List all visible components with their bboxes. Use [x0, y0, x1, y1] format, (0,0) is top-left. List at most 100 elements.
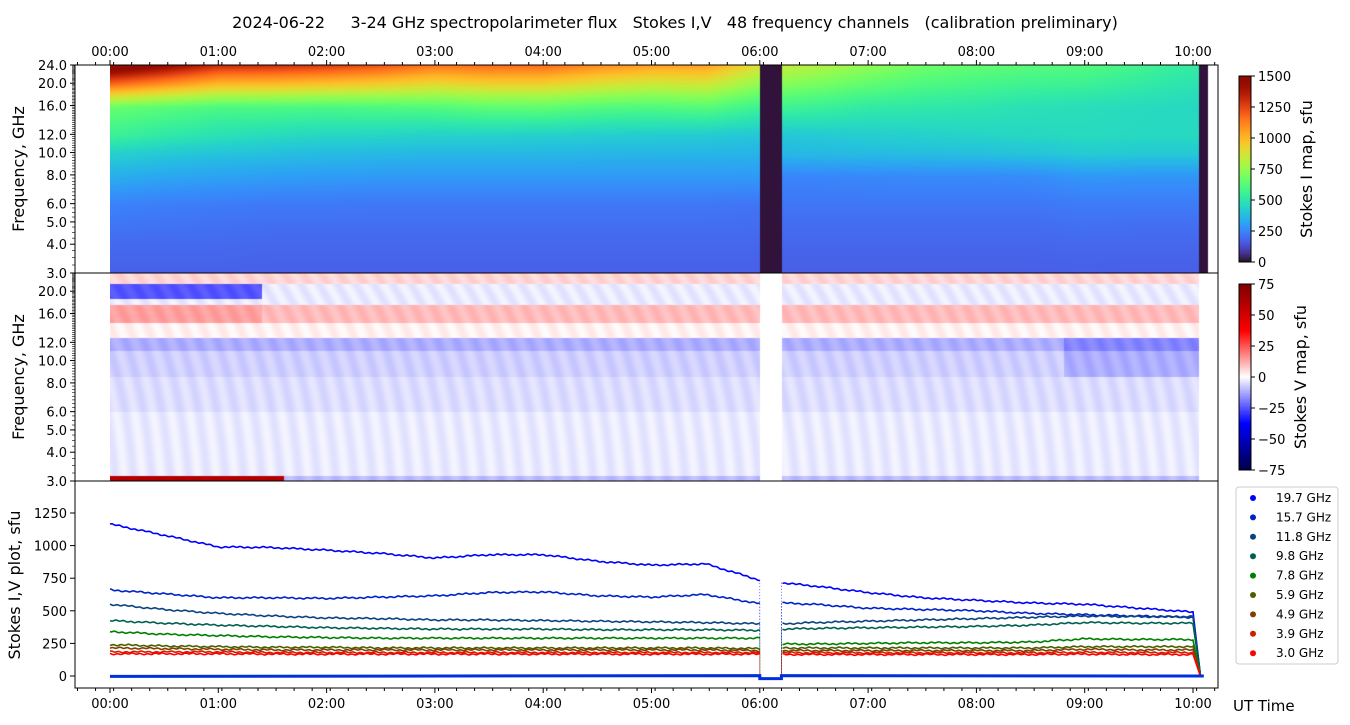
stokes-v-series-line [109, 674, 1204, 681]
colorbar-i-tick-label: 1000 [1258, 132, 1291, 147]
legend-label: 3.0 GHz [1276, 646, 1324, 660]
y-tick-label: 8.0 [46, 169, 67, 184]
stokes-v-heatmap [110, 273, 1218, 481]
series-line-5-9-GHz [109, 643, 1202, 677]
x-tick-label-bottom: 09:00 [1066, 697, 1103, 712]
legend-marker [1250, 630, 1256, 637]
legend-label: 5.9 GHz [1276, 588, 1324, 602]
y-tick-label: 3.0 [46, 267, 67, 282]
x-tick-label-top: 07:00 [849, 45, 886, 60]
y-tick-label: 12.0 [38, 336, 67, 351]
x-tick-label-top: 01:00 [200, 45, 237, 60]
x-tick-label-top: 02:00 [308, 45, 345, 60]
y-tick-label: 5.0 [46, 424, 67, 439]
x-tick-label-top: 10:00 [1174, 45, 1211, 60]
colorbar-v-tick-label: 25 [1258, 340, 1275, 355]
x-tick-label-bottom: 05:00 [633, 697, 670, 712]
axes-frame-2 [74, 480, 1219, 689]
x-tick-label-top: 00:00 [91, 45, 128, 60]
y-tick-label: 250 [42, 637, 67, 652]
colorbar-i-tick-label: 500 [1258, 194, 1283, 209]
legend-label: 4.9 GHz [1276, 607, 1324, 621]
stokes-i-colorbar [1239, 76, 1251, 262]
series-line-15-7-GHz [109, 588, 1202, 677]
y-tick-label: 16.0 [38, 100, 67, 115]
chart-title: 2024-06-22 3-24 GHz spectropolarimeter f… [232, 13, 1118, 32]
x-tick-label-bottom: 01:00 [200, 697, 237, 712]
colorbar-v-tick-label: 50 [1258, 309, 1275, 324]
stokes-i-heatmap [110, 65, 1218, 273]
y-tick-label: 10.0 [38, 355, 67, 370]
series-line-3-9-GHz [109, 650, 1202, 677]
series-line-3-0-GHz [109, 652, 1202, 677]
colorbar-i-frame [1238, 75, 1252, 263]
y-tick-label: 0 [59, 670, 67, 685]
stokes-v-colorbar [1239, 284, 1251, 470]
y-tick-label: 6.0 [46, 406, 67, 421]
y-tick-label: 20.0 [38, 77, 67, 92]
legend-marker [1250, 611, 1256, 618]
legend-marker [1250, 650, 1256, 657]
x-tick-label-bottom: 03:00 [416, 697, 453, 712]
x-tick-label-top: 08:00 [958, 45, 995, 60]
series-line-19-7-GHz [109, 523, 1202, 677]
legend-label: 19.7 GHz [1276, 491, 1331, 505]
legend-label: 7.8 GHz [1276, 569, 1324, 583]
y-tick-label: 16.0 [38, 308, 67, 323]
y-tick-label: 1000 [34, 540, 67, 555]
x-tick-label-bottom: 04:00 [524, 697, 561, 712]
legend-marker [1250, 514, 1256, 521]
y-tick-label: 750 [42, 572, 67, 587]
x-tick-label-bottom: 10:00 [1174, 697, 1211, 712]
y-tick-label: 12.0 [38, 128, 67, 143]
colorbar-v-tick-label: −50 [1258, 433, 1285, 448]
y-label-plot: Stokes I,V plot, sfu [5, 511, 24, 660]
axes-frame-0 [74, 64, 1219, 274]
x-tick-label-top: 03:00 [416, 45, 453, 60]
legend-marker [1250, 553, 1256, 560]
y-tick-label: 6.0 [46, 198, 67, 213]
colorbar-i-tick-label: 1250 [1258, 101, 1291, 116]
colorbar-v-tick-label: 0 [1258, 371, 1266, 386]
y-tick-label: 10.0 [38, 147, 67, 162]
colorbar-i-tick-label: 0 [1258, 256, 1266, 271]
legend-label: 3.9 GHz [1276, 627, 1324, 641]
y-tick-label: 500 [42, 605, 67, 620]
y-label-stokes-i: Frequency, GHz [9, 106, 28, 232]
legend-marker [1250, 572, 1256, 579]
x-label: UT Time [1233, 697, 1295, 715]
x-tick-label-top: 06:00 [741, 45, 778, 60]
legend-label: 11.8 GHz [1276, 530, 1331, 544]
y-label-stokes-v: Frequency, GHz [9, 314, 28, 440]
x-tick-label-top: 09:00 [1066, 45, 1103, 60]
colorbar-i-tick-label: 250 [1258, 225, 1283, 240]
series-line-11-8-GHz [109, 603, 1202, 677]
legend-label: 9.8 GHz [1276, 549, 1324, 563]
y-tick-label: 4.0 [46, 238, 67, 253]
axes-frame-1 [74, 272, 1219, 482]
colorbar-i-tick-label: 750 [1258, 163, 1283, 178]
x-tick-label-bottom: 06:00 [741, 697, 778, 712]
x-tick-label-bottom: 07:00 [849, 697, 886, 712]
colorbar-i-tick-label: 1500 [1258, 70, 1291, 85]
x-tick-label-top: 04:00 [524, 45, 561, 60]
y-tick-label: 8.0 [46, 377, 67, 392]
series-line-4-9-GHz [109, 646, 1202, 677]
legend-marker [1250, 592, 1256, 598]
colorbar-v-frame [1238, 283, 1252, 471]
x-tick-label-bottom: 00:00 [91, 697, 128, 712]
series-line-9-8-GHz [109, 619, 1202, 677]
series-line-7-8-GHz [109, 630, 1202, 677]
legend-box [1235, 486, 1339, 665]
legend-marker [1250, 533, 1256, 540]
x-tick-label-bottom: 02:00 [308, 697, 345, 712]
x-tick-label-top: 05:00 [633, 45, 670, 60]
colorbar-v-tick-label: −25 [1258, 402, 1285, 417]
legend-marker [1250, 495, 1256, 501]
colorbar-i-label: Stokes I map, sfu [1297, 100, 1316, 238]
x-tick-label-bottom: 08:00 [958, 697, 995, 712]
y-tick-label: 1250 [34, 507, 67, 522]
colorbar-v-tick-label: −75 [1258, 464, 1285, 479]
y-tick-label: 3.0 [46, 475, 67, 490]
